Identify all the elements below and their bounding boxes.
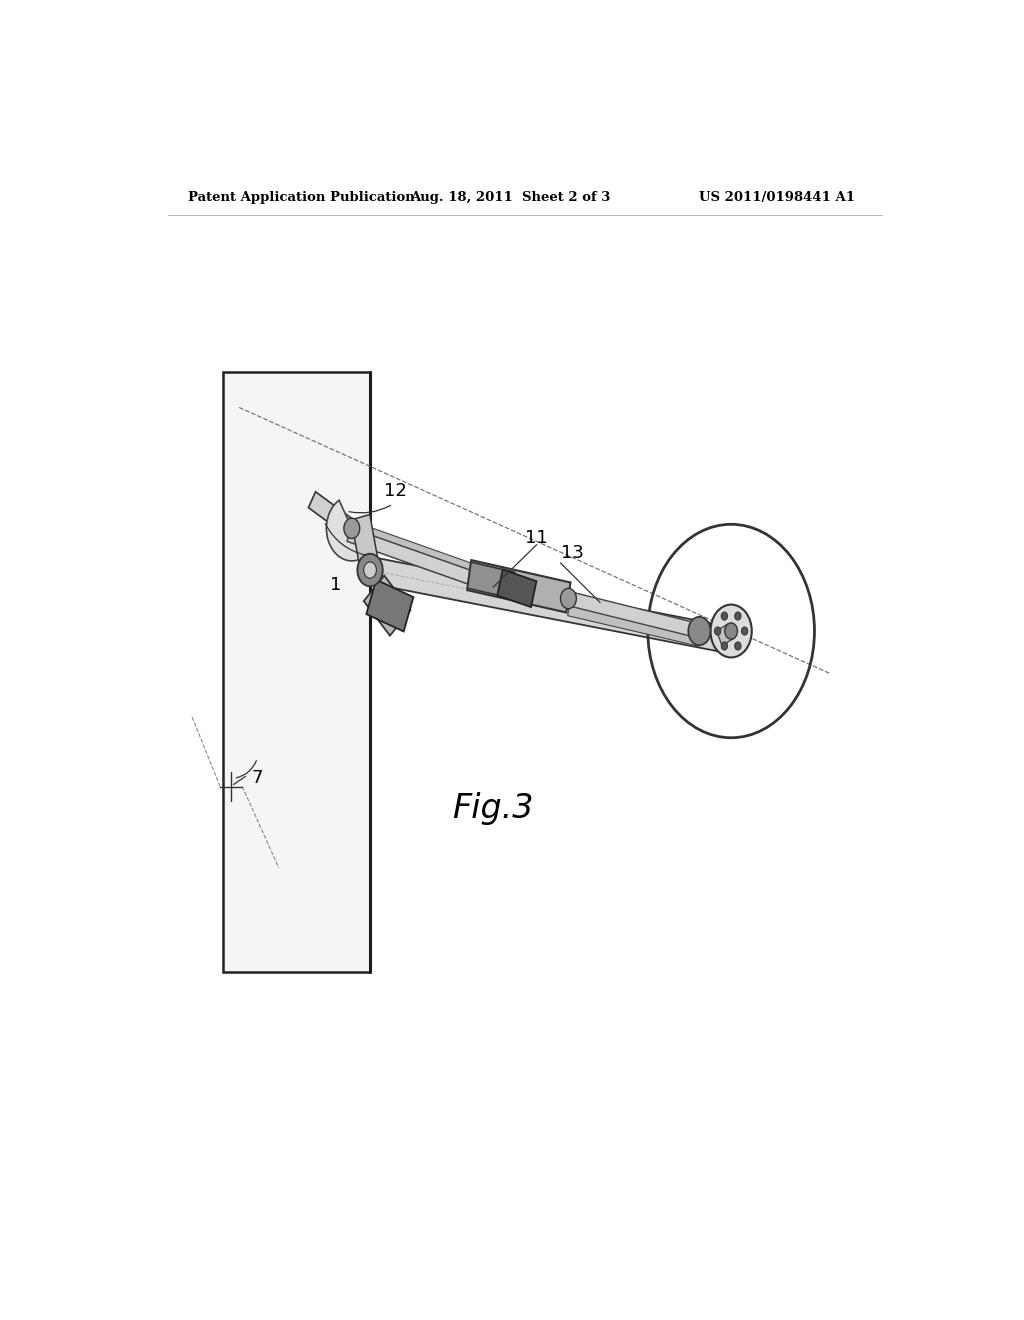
Polygon shape bbox=[717, 623, 734, 645]
Polygon shape bbox=[364, 576, 411, 636]
Polygon shape bbox=[223, 372, 370, 972]
Circle shape bbox=[715, 627, 721, 635]
Circle shape bbox=[721, 612, 728, 620]
Circle shape bbox=[734, 612, 741, 620]
Polygon shape bbox=[467, 560, 570, 612]
Circle shape bbox=[357, 554, 383, 586]
Text: 11: 11 bbox=[524, 528, 548, 546]
Polygon shape bbox=[467, 562, 515, 598]
Polygon shape bbox=[347, 528, 517, 601]
Polygon shape bbox=[498, 570, 537, 607]
Text: Fig.3: Fig.3 bbox=[453, 792, 534, 825]
Text: 12: 12 bbox=[384, 482, 407, 500]
Polygon shape bbox=[351, 515, 379, 573]
Circle shape bbox=[711, 605, 752, 657]
Polygon shape bbox=[567, 606, 700, 647]
Circle shape bbox=[741, 627, 748, 635]
Text: Patent Application Publication: Patent Application Publication bbox=[187, 191, 415, 205]
Circle shape bbox=[721, 642, 728, 649]
Polygon shape bbox=[369, 557, 721, 651]
Circle shape bbox=[725, 623, 737, 639]
Text: Aug. 18, 2011  Sheet 2 of 3: Aug. 18, 2011 Sheet 2 of 3 bbox=[410, 191, 610, 205]
Circle shape bbox=[560, 589, 577, 609]
Polygon shape bbox=[308, 492, 360, 541]
Text: US 2011/0198441 A1: US 2011/0198441 A1 bbox=[699, 191, 855, 205]
Polygon shape bbox=[350, 521, 518, 587]
Text: 13: 13 bbox=[560, 544, 584, 562]
Text: 7: 7 bbox=[251, 770, 262, 788]
Circle shape bbox=[734, 642, 741, 649]
Text: 1: 1 bbox=[331, 577, 342, 594]
Polygon shape bbox=[567, 591, 700, 638]
Polygon shape bbox=[367, 579, 414, 631]
Circle shape bbox=[688, 616, 711, 645]
Circle shape bbox=[364, 562, 377, 578]
Wedge shape bbox=[327, 500, 376, 561]
Circle shape bbox=[344, 519, 359, 539]
